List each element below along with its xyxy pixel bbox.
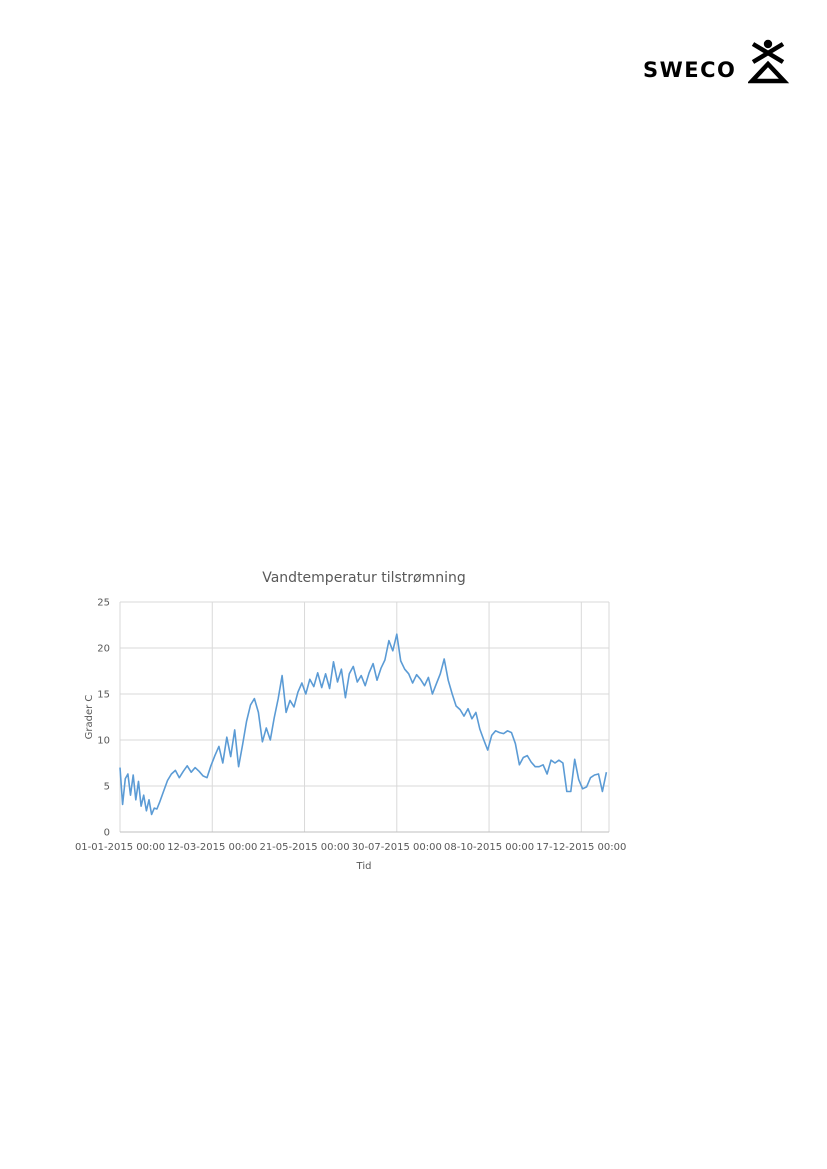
x-tick-label: 08-10-2015 00:00 [444,842,534,853]
sweco-logo-mark-icon [748,39,790,84]
chart-title: Vandtemperatur tilstrømning [262,570,466,586]
x-axis-title: Tid [356,861,372,872]
x-tick-label: 17-12-2015 00:00 [536,842,626,853]
series-line [119,633,608,816]
logo-wordmark: SWECO [643,58,737,82]
y-tick-label: 0 [104,828,110,839]
y-tick-label: 15 [97,690,110,701]
x-tick-labels: 01-01-2015 00:00 12-03-2015 00:00 21-05-20… [75,842,626,853]
y-tick-label: 20 [97,644,110,655]
y-axis-title: Grader C [84,695,95,740]
y-tick-labels: 0 5 10 15 20 25 [97,598,110,839]
x-tick-label: 01-01-2015 00:00 [75,842,165,853]
x-tick-label: 30-07-2015 00:00 [352,842,442,853]
x-tick-label: 21-05-2015 00:00 [259,842,349,853]
sweco-logo: SWECO [640,36,792,86]
x-tick-label: 12-03-2015 00:00 [167,842,257,853]
y-tick-label: 10 [97,736,110,747]
chart-gridlines [119,601,610,833]
y-tick-label: 5 [104,782,110,793]
y-tick-label: 25 [97,598,110,609]
